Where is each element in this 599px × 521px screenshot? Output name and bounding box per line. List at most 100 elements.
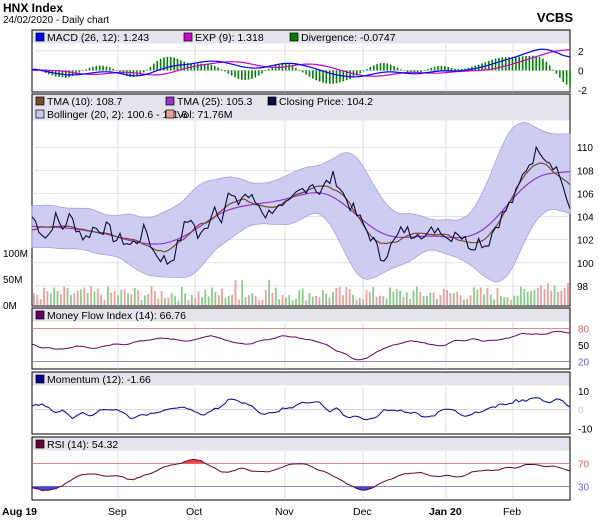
xaxis-label-5: Jan 20	[429, 506, 462, 518]
macd-divergence-bar-117	[427, 69, 429, 71]
macd-divergence-bar-81	[305, 70, 307, 75]
macd-divergence-bar-152	[545, 61, 548, 71]
macd-divergence-bar-118	[430, 67, 433, 71]
macd-divergence-bar-116	[423, 70, 426, 72]
volume-bar-93	[345, 287, 348, 305]
macd-divergence-bar-127	[460, 68, 463, 71]
volume-bar-91	[338, 287, 341, 305]
legend-label-price-4: Vol: 71.76M	[177, 109, 232, 121]
chart-title: HNX Index	[3, 1, 64, 15]
macd-divergence-bar-71	[271, 66, 274, 71]
volume-bar-90	[335, 287, 338, 305]
legend-swatch-macd-0	[35, 32, 45, 42]
macd-ytick-0: 2	[578, 47, 584, 58]
xaxis-label-3: Nov	[275, 506, 294, 518]
volume-bar-48	[194, 298, 197, 305]
volume-bar-36	[154, 291, 156, 305]
macd-divergence-bar-29	[129, 70, 131, 77]
volume-bar-85	[318, 297, 321, 305]
macd-divergence-bar-62	[240, 70, 243, 80]
macd-divergence-bar-63	[244, 70, 246, 80]
volume-bar-118	[429, 292, 432, 305]
volume-bar-31	[137, 290, 140, 305]
volume-bar-73	[278, 299, 281, 305]
macd-divergence-bar-60	[234, 70, 236, 78]
macd-divergence-bar-49	[196, 63, 199, 71]
legend-swatch-price-0	[35, 96, 45, 106]
volume-bar-41	[170, 293, 173, 305]
volume-bar-50	[201, 297, 203, 305]
macd-divergence-bar-42	[173, 57, 175, 71]
macd-divergence-bar-54	[213, 66, 216, 71]
macd-divergence-bar-20	[98, 65, 101, 71]
volume-bar-158	[563, 288, 566, 305]
volume-bar-105	[385, 298, 388, 305]
macd-divergence-bar-36	[153, 63, 155, 71]
macd-divergence-bar-68	[261, 70, 263, 74]
volume-bar-74	[281, 294, 284, 305]
macd-divergence-bar-148	[531, 55, 534, 71]
mfi-ytick-0: 80	[578, 325, 590, 336]
volume-bar-130	[469, 295, 472, 305]
volume-bar-28	[127, 293, 129, 305]
volume-bar-61	[237, 299, 240, 305]
macd-divergence-bar-122	[444, 66, 446, 71]
volume-bar-75	[284, 297, 287, 305]
volume-bar-44	[180, 286, 183, 305]
volume-bar-106	[389, 287, 391, 305]
macd-divergence-bar-103	[379, 63, 382, 71]
legend-strip-rsi	[32, 437, 570, 451]
chart-subtitle: 24/02/2020 - Daily chart	[3, 15, 110, 26]
macd-divergence-bar-126	[457, 69, 460, 71]
volume-bar-26	[120, 289, 123, 305]
macd-divergence-bar-137	[494, 58, 497, 71]
volume-bar-51	[204, 290, 207, 305]
macd-divergence-bar-11	[68, 70, 71, 77]
macd-divergence-bar-51	[203, 63, 206, 71]
volume-bar-124	[449, 293, 452, 305]
macd-ytick-2: -2	[578, 86, 587, 97]
volume-bar-77	[291, 300, 294, 305]
xaxis-label-1: Sep	[108, 506, 127, 518]
volume-bar-146	[523, 288, 526, 305]
macd-divergence-bar-107	[393, 65, 395, 71]
macd-divergence-bar-144	[518, 56, 521, 71]
macd-divergence-bar-158	[565, 70, 568, 85]
volume-bar-119	[432, 292, 435, 305]
mfi-line	[31, 330, 571, 361]
macd-ytick-1: 0	[578, 66, 584, 77]
volume-bar-38	[160, 290, 163, 305]
volume-bar-116	[422, 295, 425, 305]
volume-bar-72	[274, 287, 277, 305]
macd-divergence-bar-139	[501, 57, 504, 71]
macd-divergence-bar-156	[559, 70, 561, 78]
macd-divergence-bar-21	[102, 65, 104, 71]
price-ytick-5: 100	[577, 259, 594, 270]
macd-divergence-bar-35	[149, 66, 152, 71]
macd-divergence-bar-114	[416, 70, 419, 73]
volume-bar-24	[113, 291, 116, 305]
macd-divergence-bar-23	[109, 67, 111, 71]
volume-bar-30	[133, 287, 136, 305]
volume-bar-153	[546, 283, 549, 305]
macd-divergence-bar-58	[227, 70, 230, 74]
macd-divergence-bar-26	[119, 70, 121, 73]
volume-bar-88	[328, 297, 331, 305]
volume-bar-16	[86, 292, 89, 305]
macd-divergence-bar-99	[366, 69, 368, 71]
volume-bar-147	[526, 291, 529, 305]
volume-bar-58	[227, 295, 230, 305]
macd-divergence-bar-125	[454, 68, 456, 71]
volume-bar-17	[90, 286, 92, 305]
volume-bar-7	[56, 290, 59, 305]
volume-bar-84	[315, 295, 318, 305]
legend-label-macd-1: EXP (9): 1.318	[195, 32, 264, 44]
macd-divergence-bar-53	[210, 64, 213, 71]
macd-divergence-bar-67	[257, 70, 260, 76]
legend-swatch-price-1	[165, 96, 175, 106]
price-ytick-6: 98	[577, 282, 589, 293]
macd-divergence-bar-157	[562, 70, 565, 82]
macd-divergence-bar-55	[217, 67, 219, 71]
volume-bar-135	[486, 288, 489, 305]
